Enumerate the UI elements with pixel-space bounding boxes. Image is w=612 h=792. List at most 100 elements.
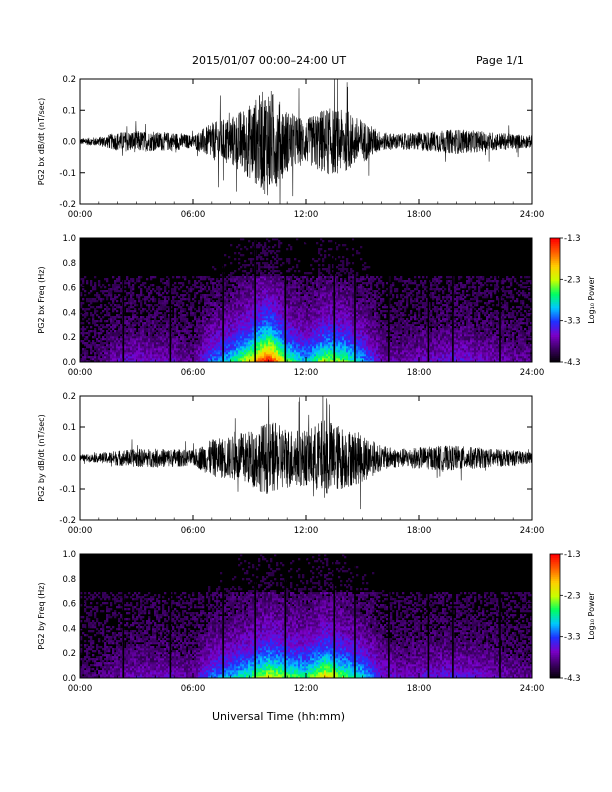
spectrogram-cell [318,342,321,345]
spectrogram-cell [150,338,153,341]
spectrogram-cell [228,350,231,353]
spectrogram-cell [232,312,235,315]
spectrogram-cell [174,304,177,307]
spectrogram-cell [88,292,91,295]
spectrogram-cell [104,314,107,317]
spectrogram-cell [202,320,205,323]
spectrogram-cell [194,336,197,339]
spectrogram-cell [320,306,323,309]
spectrogram-cell [136,338,139,341]
spectrogram-cell [310,296,313,299]
spectrogram-cell [276,346,279,349]
spectrogram-cell [250,314,253,317]
spectrogram-cell [290,324,293,327]
spectrogram-cell [340,308,343,311]
spectrogram-cell [334,274,337,277]
spectrogram-cell [274,332,277,335]
spectrogram-cell [258,318,261,321]
spectrogram-cell [114,326,117,329]
spectrogram-cell [114,352,117,355]
spectrogram-cell [158,332,161,335]
spectrogram-cell [186,338,189,341]
spectrogram-cell [244,300,247,303]
spectrogram-cell [164,328,167,331]
spectrogram-cell [168,330,171,333]
spectrogram-cell [84,344,87,347]
spectrogram-cell [318,352,321,355]
spectrogram-cell [192,288,195,291]
spectrogram-cell [164,334,167,337]
spectrogram-cell [278,348,281,351]
spectrogram-cell [304,360,307,363]
spectrogram-cell [80,312,83,315]
spectrogram-cell [258,316,261,319]
spectrogram-cell [274,266,277,269]
spectrogram-cell [210,292,213,295]
spectrogram-cell [146,338,149,341]
spectrogram-cell [286,286,289,289]
spectrogram-cell [304,296,307,299]
spectrogram-cell [322,312,325,315]
spectrogram-cell [306,358,309,361]
spectrogram-cell [274,276,277,279]
spectrogram-cell [250,308,253,311]
spectrogram-cell [194,358,197,361]
spectrogram-cell [240,316,243,319]
spectrogram-cell [148,294,151,297]
spectrogram-cell [264,252,267,255]
spectrogram-cell [160,352,163,355]
spectrogram-cell [198,338,201,341]
spectrogram-cell [328,276,331,279]
spectrogram-cell [108,312,111,315]
spectrogram-cell [344,268,347,271]
spectrogram-cell [320,294,323,297]
spectrogram-cell [290,322,293,325]
spectrogram-cell [134,322,137,325]
spectrogram-cell [202,306,205,309]
spectrogram-cell [206,320,209,323]
spectrogram-cell [282,322,285,325]
spectrogram-cell [214,340,217,343]
spectrogram-cell [168,316,171,319]
spectrogram-cell [288,312,291,315]
spectrogram-cell [118,278,121,281]
spectrogram-cell [266,358,269,361]
spectrogram-cell [320,278,323,281]
spectrogram-cell [168,282,171,285]
spectrogram-cell [210,354,213,357]
spectrogram-cell [140,316,143,319]
spectrogram-cell [290,246,293,249]
spectrogram-cell [278,342,281,345]
spectrogram-cell [248,328,251,331]
spectrogram-cell [104,334,107,337]
spectrogram-cell [328,240,331,243]
spectrogram-cell [218,302,221,305]
spectrogram-cell [296,336,299,339]
spectrogram-cell [232,280,235,283]
spectrogram-cell [344,360,347,363]
spectrogram-cell [226,280,229,283]
spectrogram-cell [220,350,223,353]
spectrogram-cell [320,350,323,353]
spectrogram-cell [280,294,283,297]
spectrogram-cell [278,306,281,309]
spectrogram-cell [310,356,313,359]
spectrogram-cell [98,340,101,343]
spectrogram-cell [194,354,197,357]
spectrogram-cell [250,316,253,319]
spectrogram-cell [228,360,231,363]
spectrogram-cell [176,342,179,345]
spectrogram-cell [130,288,133,291]
spectrogram-cell [200,296,203,299]
spectrogram-cell [326,288,329,291]
spectrogram-cell [264,276,267,279]
spectrogram-cell [128,298,131,301]
spectrogram-cell [288,286,291,289]
spectrogram-cell [176,302,179,305]
spectrogram-cell [206,302,209,305]
spectrogram-cell [200,352,203,355]
spectrogram-cell [324,334,327,337]
spectrogram-cell [152,346,155,349]
spectrogram-cell [94,298,97,301]
spectrogram-cell [208,336,211,339]
